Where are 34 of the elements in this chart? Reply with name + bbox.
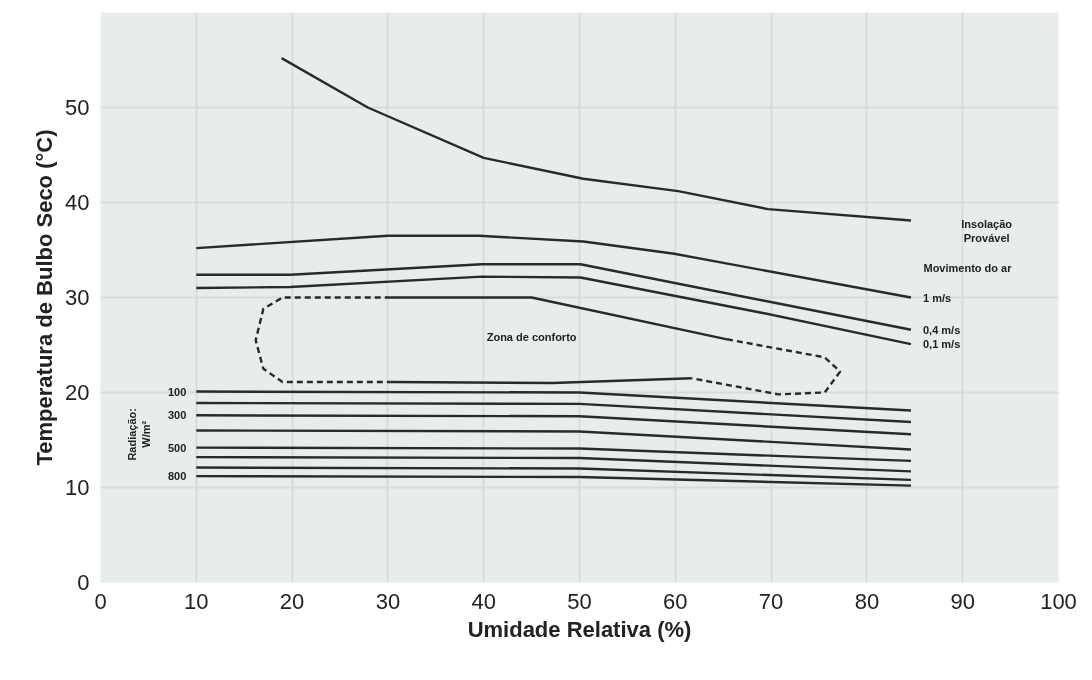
line-series [195,234,913,299]
series-label: 500 [167,441,187,454]
series-label: 100 [167,385,187,398]
line-series [280,56,913,222]
x-axis-title: Umidade Relativa (%) [467,616,692,642]
series-label: 0,1 m/s [922,338,961,351]
series-label: 0,4 m/s [922,323,961,336]
annotation: Radiação: W/m² [125,408,153,461]
x-tick-label: 10 [184,588,209,614]
y-tick-label: 0 [77,570,90,595]
y-tick-label: 30 [65,285,90,310]
y-axis-title: Temperatura de Bulbo Seco (°C) [32,129,58,466]
x-tick-label: 50 [567,588,592,614]
series-label: 300 [167,409,187,422]
annotation: Movimento do ar [923,262,1013,275]
y-tick-label: 10 [65,475,90,500]
x-tick-label: 0 [94,588,107,614]
x-tick-label: 60 [663,588,688,614]
series-label: 1 m/s [922,291,952,304]
y-tick-label: 20 [65,380,90,405]
annotation: Insolação Provável [961,217,1013,245]
x-tick-label: 30 [375,588,401,614]
x-tick-label: 90 [950,588,975,614]
line-series [195,263,913,331]
x-tick-label: 100 [1040,588,1077,614]
series-label: 800 [167,470,187,483]
line-series [195,275,913,346]
y-tick-label: 50 [65,95,90,120]
x-tick-label: 70 [758,588,784,614]
x-tick-label: 20 [279,588,305,614]
x-tick-label: 40 [471,588,496,614]
x-tick-label: 80 [854,588,880,614]
annotation: Zona de conforto [486,331,577,344]
y-tick-label: 40 [65,190,90,215]
